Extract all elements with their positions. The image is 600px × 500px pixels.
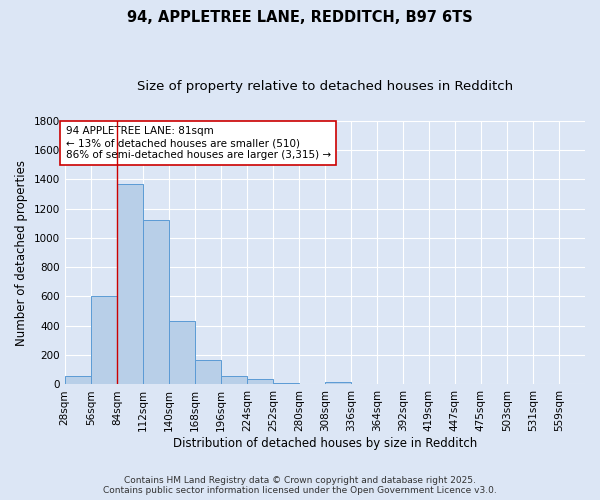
Bar [221,376,247,384]
Bar [143,220,169,384]
Bar [169,322,195,384]
Bar [117,184,143,384]
Bar [273,382,299,384]
Y-axis label: Number of detached properties: Number of detached properties [15,160,28,346]
Bar [91,296,117,384]
Title: Size of property relative to detached houses in Redditch: Size of property relative to detached ho… [137,80,513,93]
Bar [325,382,352,384]
Bar [65,376,91,384]
Text: 94 APPLETREE LANE: 81sqm
← 13% of detached houses are smaller (510)
86% of semi-: 94 APPLETREE LANE: 81sqm ← 13% of detach… [65,126,331,160]
Bar [247,379,273,384]
Text: Contains HM Land Registry data © Crown copyright and database right 2025.
Contai: Contains HM Land Registry data © Crown c… [103,476,497,495]
Text: 94, APPLETREE LANE, REDDITCH, B97 6TS: 94, APPLETREE LANE, REDDITCH, B97 6TS [127,10,473,25]
X-axis label: Distribution of detached houses by size in Redditch: Distribution of detached houses by size … [173,437,477,450]
Bar [195,360,221,384]
